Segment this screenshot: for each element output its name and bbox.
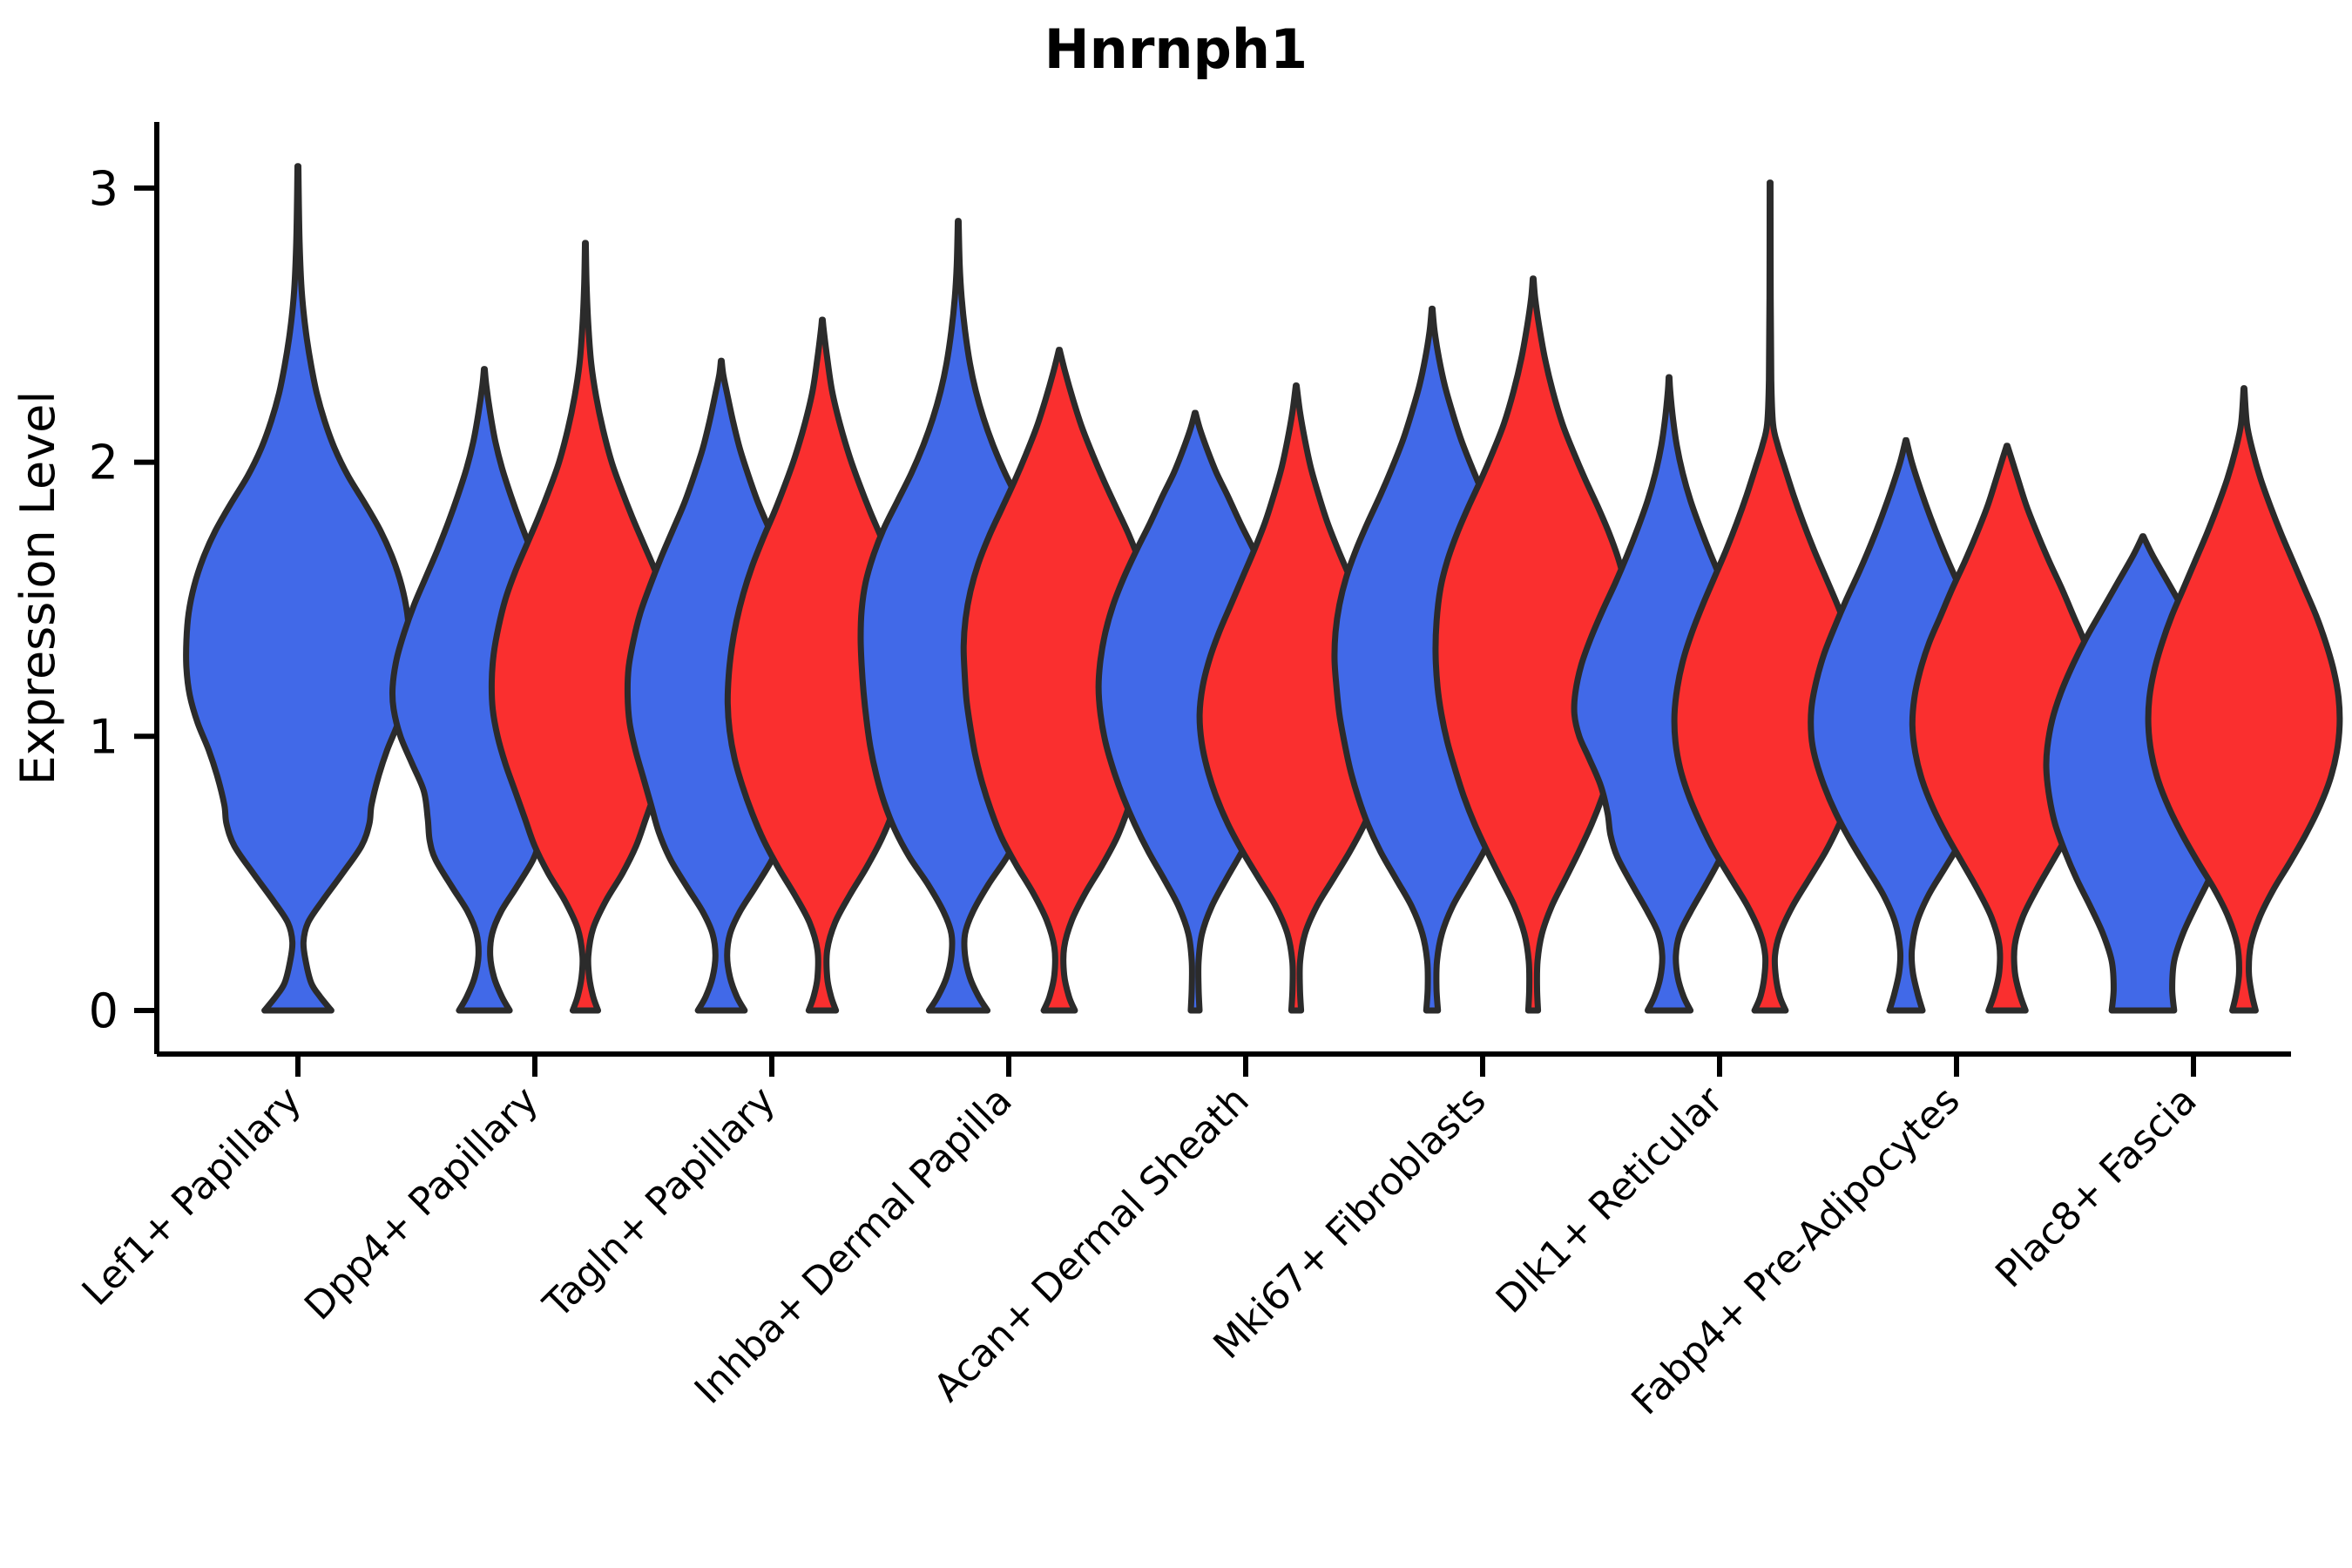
y-tick-label: 3 — [89, 161, 118, 216]
y-axis-ticks: 0 1 2 3 — [89, 161, 157, 1038]
violin-shapes-group — [183, 163, 2343, 1014]
violin-red-8 — [2145, 385, 2343, 1014]
y-axis-label: Expression Level — [10, 391, 65, 786]
y-tick-label: 1 — [89, 709, 118, 764]
page-title: Hnrnph1 — [1044, 17, 1308, 81]
y-tick-label: 2 — [89, 436, 118, 490]
axis-spines — [154, 122, 2291, 1057]
violin-blue-0 — [183, 163, 413, 1014]
y-tick-label: 0 — [89, 983, 118, 1038]
